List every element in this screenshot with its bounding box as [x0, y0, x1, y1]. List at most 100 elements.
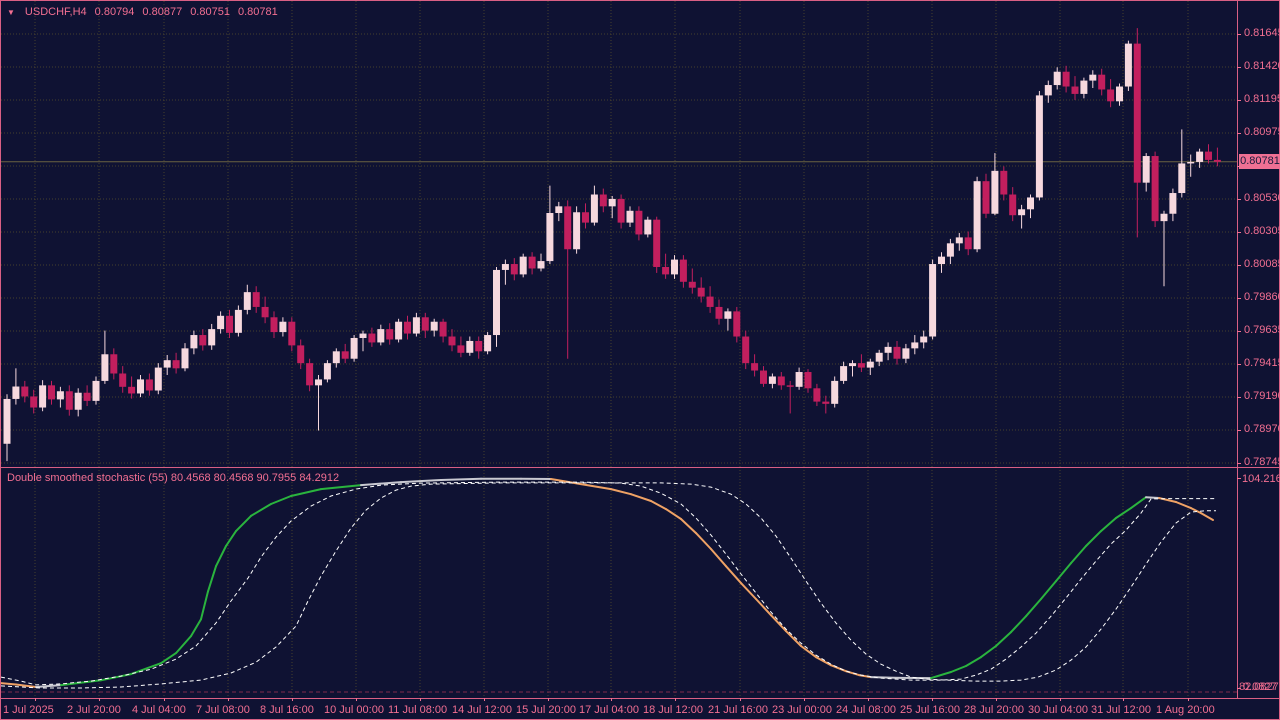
dss-main-segment	[950, 665, 967, 673]
time-axis-label: 10 Jul 00:00	[324, 704, 384, 716]
candle-body	[279, 321, 287, 333]
time-axis-tick	[675, 698, 676, 701]
indicator-axis-min: 0.0827	[1243, 681, 1277, 693]
dss-main-segment	[440, 477, 482, 481]
candle-body	[573, 212, 581, 250]
time-axis-label: 31 Jul 12:00	[1091, 704, 1151, 716]
dss-main-segment	[400, 479, 442, 484]
chart-header: ▼ USDCHF,H4 0.80794 0.80877 0.80751 0.80…	[7, 5, 278, 19]
price-axis-label: 0.80975	[1244, 126, 1280, 138]
dss-main-segment	[1100, 517, 1117, 533]
price-axis[interactable]: 0.80781 104.2165 82.0827 0.0827 0.81645 0…	[1237, 1, 1280, 698]
time-axis-tick	[996, 698, 997, 701]
candle-body	[1000, 170, 1008, 195]
dss-signal-2-line	[1, 482, 1216, 689]
time-axis-label: 8 Jul 16:00	[260, 704, 314, 716]
candle-body	[12, 386, 20, 399]
candle-body	[3, 398, 11, 444]
candle-body	[110, 354, 118, 374]
time-axis-label: 1 Jul 2025	[3, 704, 54, 716]
price-axis-label: 0.80085	[1244, 258, 1280, 270]
candle-body	[386, 329, 394, 340]
dss-main-segment	[1055, 562, 1072, 583]
dss-main-segment	[225, 530, 237, 547]
dss-main-segment	[650, 500, 667, 511]
candle-body	[982, 181, 990, 214]
time-axis-tick	[740, 698, 741, 701]
candle-body	[1044, 85, 1052, 96]
dss-main-segment	[160, 652, 177, 665]
candle-body	[938, 256, 945, 265]
price-axis-label: 0.81420	[1244, 60, 1280, 72]
candle-body	[866, 361, 874, 368]
time-axis-tick	[1188, 698, 1189, 701]
price-axis-separator	[1237, 1, 1238, 698]
dss-main-segment	[235, 514, 252, 533]
dss-main-segment	[800, 645, 817, 659]
time-axis-tick	[164, 698, 165, 701]
price-axis-tick	[1237, 331, 1241, 332]
dss-main-segment	[190, 618, 202, 638]
candle-body	[1116, 86, 1123, 102]
dss-main-segment	[1025, 598, 1042, 618]
price-chart-pane[interactable]	[1, 1, 1238, 467]
dss-main-segment	[1145, 496, 1160, 499]
candle-body	[715, 306, 723, 319]
candle-body	[145, 379, 153, 391]
candle-body	[1124, 43, 1132, 87]
time-axis-tick	[484, 698, 485, 701]
candle-body	[671, 259, 678, 275]
time-axis-tick	[1123, 698, 1124, 701]
dss-signal-1-line	[1, 481, 1216, 686]
pane-separator[interactable]	[1, 467, 1280, 468]
price-axis-label: 0.79635	[1244, 324, 1280, 336]
dss-main-segment	[965, 656, 982, 667]
candle-body	[48, 385, 55, 400]
time-axis-label: 7 Jul 08:00	[196, 704, 250, 716]
candle-body	[1027, 197, 1034, 210]
time-axis-tick	[228, 698, 229, 701]
candle-body	[697, 287, 705, 297]
candle-body	[1018, 209, 1026, 216]
time-axis[interactable]: 1 Jul 2025 2 Jul 20:00 4 Jul 04:00 7 Jul 08…	[1, 698, 1280, 720]
candle-body	[74, 392, 82, 410]
candle-body	[172, 360, 180, 369]
price-axis-label: 0.79860	[1244, 291, 1280, 303]
time-axis-tick	[292, 698, 293, 701]
candle-body	[893, 346, 901, 359]
candle-body	[359, 333, 367, 338]
dss-main-segment	[360, 481, 402, 487]
candle-body	[653, 219, 661, 267]
time-axis-tick	[611, 698, 612, 701]
time-axis-label: 21 Jul 16:00	[708, 704, 768, 716]
candle-body	[768, 376, 776, 384]
time-axis-tick	[35, 698, 36, 701]
price-axis-tick	[1237, 100, 1241, 101]
candle-body	[1080, 80, 1088, 94]
candle-body	[332, 351, 340, 364]
candle-body	[315, 379, 322, 386]
candle-body	[1098, 74, 1106, 90]
candle-body	[884, 346, 892, 353]
price-axis-tick	[1237, 265, 1241, 266]
indicator-axis-min-overlap: 82.0827	[1239, 681, 1279, 693]
time-axis-separator	[1, 698, 1280, 699]
candle-body	[902, 348, 910, 359]
dss-main-segment	[215, 545, 227, 568]
candle-body	[857, 363, 865, 368]
candle-body	[991, 170, 999, 214]
candle-body	[341, 351, 349, 359]
candle-body	[234, 309, 242, 333]
candle-body	[795, 372, 803, 387]
price-axis-tick	[1237, 232, 1241, 233]
candle-body	[1151, 156, 1159, 222]
candle-body	[243, 292, 251, 310]
candle-body	[946, 243, 954, 257]
candle-body	[493, 269, 500, 336]
indicator-pane[interactable]	[1, 467, 1238, 698]
candle-body	[813, 388, 821, 402]
time-axis-tick	[99, 698, 100, 701]
candle-body	[101, 354, 109, 381]
dss-main-segment	[270, 495, 292, 505]
indicator-axis-max: 104.2165	[1242, 473, 1280, 485]
